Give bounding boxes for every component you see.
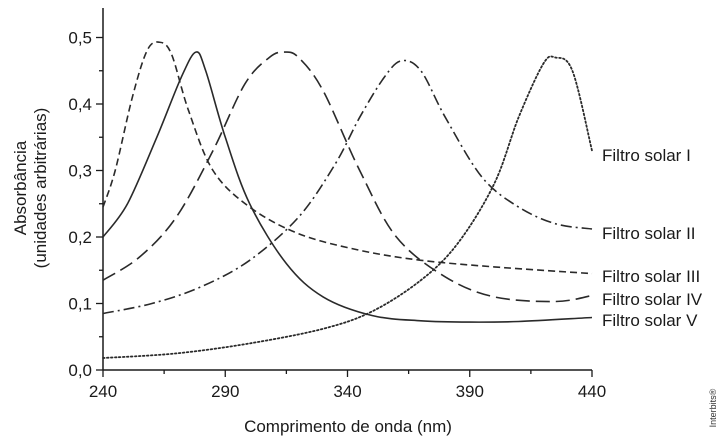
series-label-3: Filtro solar III [602,267,700,286]
axes [102,8,592,371]
y-tick-label: 0,1 [68,295,92,314]
x-tick-label: 340 [333,382,361,401]
y-tick-label: 0,3 [68,162,92,181]
series-line-1 [102,55,593,359]
x-ticks: 240 290 340 390 440 [89,370,606,401]
y-tick-label: 0,0 [68,361,92,380]
x-tick-label: 290 [211,382,239,401]
x-tick-label: 390 [456,382,484,401]
y-tick-label: 0,5 [68,29,92,48]
credit-mark: Interbits® [708,388,718,427]
series-layer [102,41,593,359]
x-tick-label: 240 [89,382,117,401]
series-label-1: Filtro solar I [602,146,691,165]
y-tick-label: 0,4 [68,95,92,114]
series-label-4: Filtro solar IV [602,290,703,309]
y-axis-title-line-1: Absorbância [11,140,30,235]
credit-text: Interbits® [708,388,718,427]
x-tick-label: 440 [578,382,606,401]
series-label-5: Filtro solar V [602,311,698,330]
series-labels: Filtro solar I Filtro solar II Filtro sola… [602,146,703,330]
series-line-4 [102,51,593,303]
y-axis-title: Absorbância (unidades arbitrárias) [11,108,50,269]
y-axis-title-line-2: (unidades arbitrárias) [31,108,50,269]
series-label-2: Filtro solar II [602,224,696,243]
series-line-2 [102,59,593,315]
series-line-5 [102,51,593,323]
series-line-3 [102,41,593,275]
y-tick-label: 0,2 [68,228,92,247]
x-axis-title: Comprimento de onda (nm) [244,417,452,436]
y-ticks: 0,0 0,1 0,2 0,3 0,4 0,5 [68,29,103,380]
